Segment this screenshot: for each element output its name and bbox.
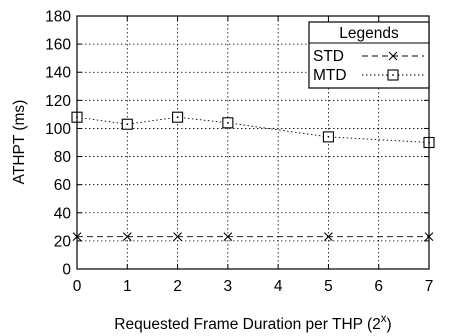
data-point-std (324, 232, 333, 242)
legend-label-std: STD (313, 48, 344, 65)
ticks: 0 20 40 60 80 100 120 140 160 180 0 1 2 3 4 5 6 7 (45, 9, 433, 296)
x-axis-title-main: Requested Frame Duration per THP (2 (114, 316, 381, 333)
x-tick-label: 5 (324, 278, 333, 295)
data-point-std (122, 232, 132, 242)
legend-box (308, 21, 430, 89)
legend-entries: STD MTD (313, 48, 424, 84)
x-tick-label: 2 (173, 278, 182, 295)
y-tick-label: 0 (62, 262, 71, 279)
x-tick-label: 4 (274, 278, 283, 295)
y-tick-label: 100 (45, 121, 71, 138)
y-tick-label: 120 (45, 93, 71, 110)
x-tick-label: 3 (224, 278, 233, 295)
y-axis-title: ATHPT (ms) (11, 100, 28, 185)
y-tick-label: 20 (54, 233, 72, 250)
x-axis-title-sup: x (381, 313, 387, 325)
x-axis-title-suffix: ) (387, 316, 392, 333)
x-axis-title: Requested Frame Duration per THP (2x) (114, 313, 391, 333)
data-point-mtd (322, 131, 334, 143)
data-point-mtd (172, 111, 184, 123)
y-tick-label: 160 (45, 37, 71, 54)
x-tick-label: 1 (123, 278, 132, 295)
plot-frame (76, 15, 430, 270)
data-point-mtd (121, 118, 133, 130)
y-tick-label: 40 (54, 205, 72, 222)
x-tick-label: 7 (425, 278, 434, 295)
data-point-std (223, 232, 233, 242)
x-tick-label: 0 (73, 278, 82, 295)
series-layer (71, 111, 435, 242)
legend: Legends STD MTD (308, 21, 430, 89)
data-point-mtd (222, 117, 234, 129)
x-tick-label: 6 (374, 278, 383, 295)
y-tick-label: 80 (54, 149, 72, 166)
y-tick-label: 180 (45, 9, 71, 26)
legend-marker-mtd (387, 69, 399, 81)
legend-label-mtd: MTD (313, 67, 347, 84)
data-point-std (173, 232, 182, 242)
legend-title: Legends (339, 25, 399, 42)
legend-marker-std (388, 51, 398, 61)
y-tick-label: 60 (54, 177, 72, 194)
y-tick-label: 140 (45, 65, 71, 82)
